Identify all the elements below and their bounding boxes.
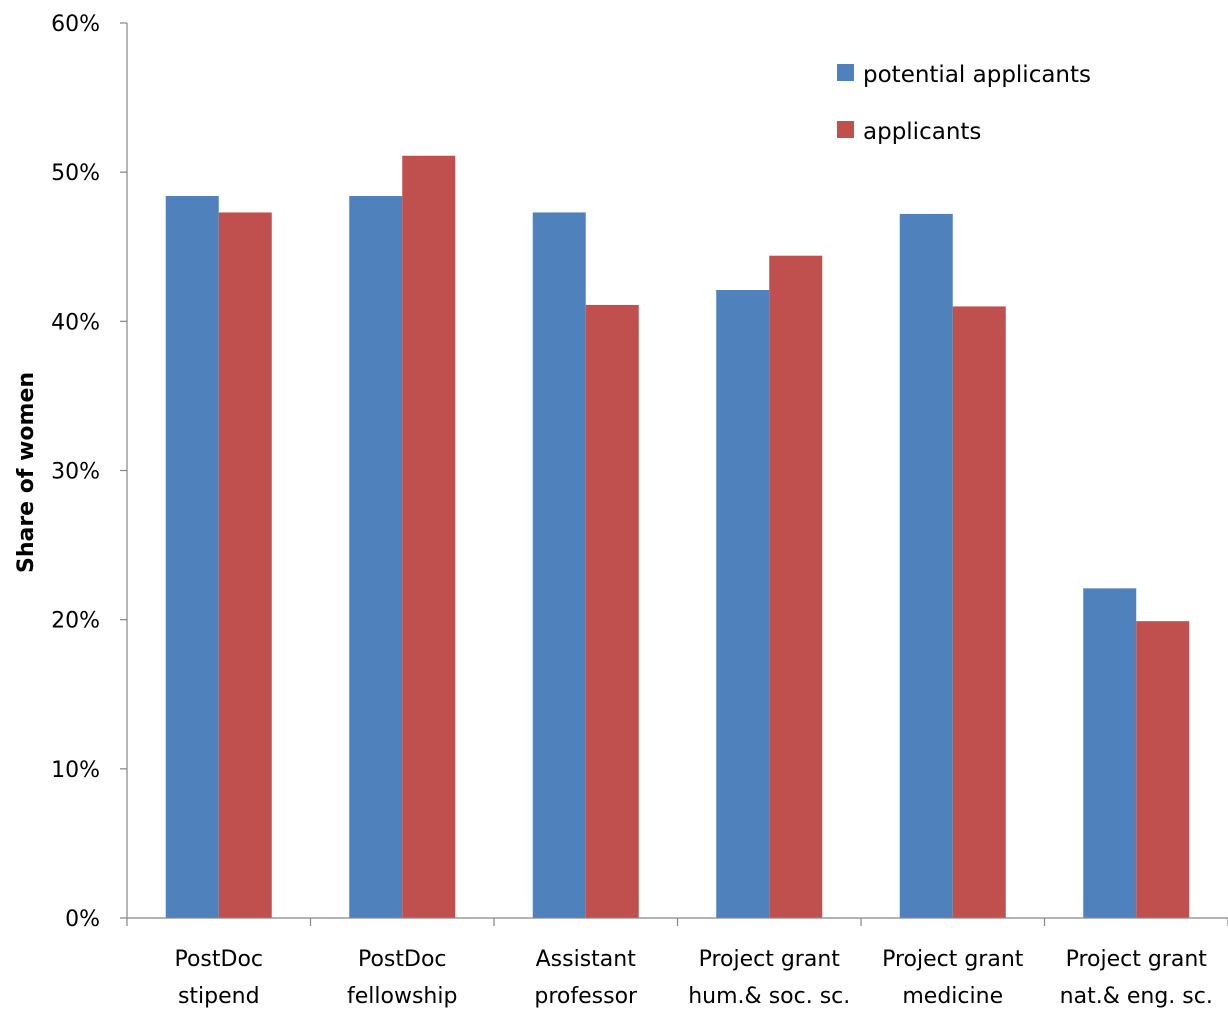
y-tick-label: 10% bbox=[51, 758, 100, 783]
y-tick-label: 30% bbox=[51, 460, 100, 485]
legend: potential applicants applicants bbox=[837, 62, 1091, 145]
x-category-label: professor bbox=[534, 984, 638, 1009]
bar-potential-applicants-4 bbox=[716, 290, 770, 919]
x-axis-ticks bbox=[126, 918, 1228, 926]
x-category-label: Project grant bbox=[699, 947, 841, 972]
bar-potential-applicants-3 bbox=[532, 212, 586, 919]
y-tick-label: 20% bbox=[51, 609, 100, 634]
x-category-label: PostDoc bbox=[358, 947, 447, 972]
legend-swatch bbox=[837, 64, 854, 81]
bar-applicants-6 bbox=[1136, 621, 1190, 918]
y-axis-title: Share of women bbox=[14, 372, 39, 573]
x-category-label: hum.& soc. sc. bbox=[688, 984, 850, 1009]
legend-label: applicants bbox=[863, 119, 981, 145]
bars bbox=[165, 155, 1190, 919]
legend-label: potential applicants bbox=[863, 62, 1091, 88]
y-tick-label: 0% bbox=[65, 907, 100, 932]
x-category-label: Project grant bbox=[882, 947, 1024, 972]
x-category-label: nat.& eng. sc. bbox=[1060, 984, 1213, 1009]
y-tick-label: 40% bbox=[51, 310, 100, 335]
x-category-label: Project grant bbox=[1066, 947, 1208, 972]
bar-applicants-2 bbox=[402, 155, 456, 919]
x-category-label: stipend bbox=[178, 984, 260, 1009]
bar-applicants-4 bbox=[769, 255, 823, 918]
x-category-label: Assistant bbox=[536, 947, 637, 972]
y-tick-label: 60% bbox=[51, 12, 100, 37]
legend-swatch bbox=[837, 121, 854, 138]
bar-potential-applicants-2 bbox=[349, 196, 403, 919]
bar-applicants-1 bbox=[218, 212, 272, 919]
y-tick-label: 50% bbox=[51, 161, 100, 186]
x-category-label: fellowship bbox=[347, 984, 457, 1009]
x-category-label: PostDoc bbox=[174, 947, 263, 972]
x-axis-labels: PostDoc stipend PostDoc fellowship Assistant… bbox=[174, 947, 1212, 1009]
y-axis-ticks: 0% 10% 20% 30% 40% 50% 60% bbox=[51, 12, 127, 932]
bar-applicants-5 bbox=[952, 306, 1006, 919]
x-category-label: medicine bbox=[902, 984, 1003, 1009]
bar-potential-applicants-5 bbox=[899, 213, 953, 918]
bar-potential-applicants-1 bbox=[165, 196, 219, 919]
bar-applicants-3 bbox=[585, 304, 639, 918]
bar-potential-applicants-6 bbox=[1083, 588, 1137, 918]
